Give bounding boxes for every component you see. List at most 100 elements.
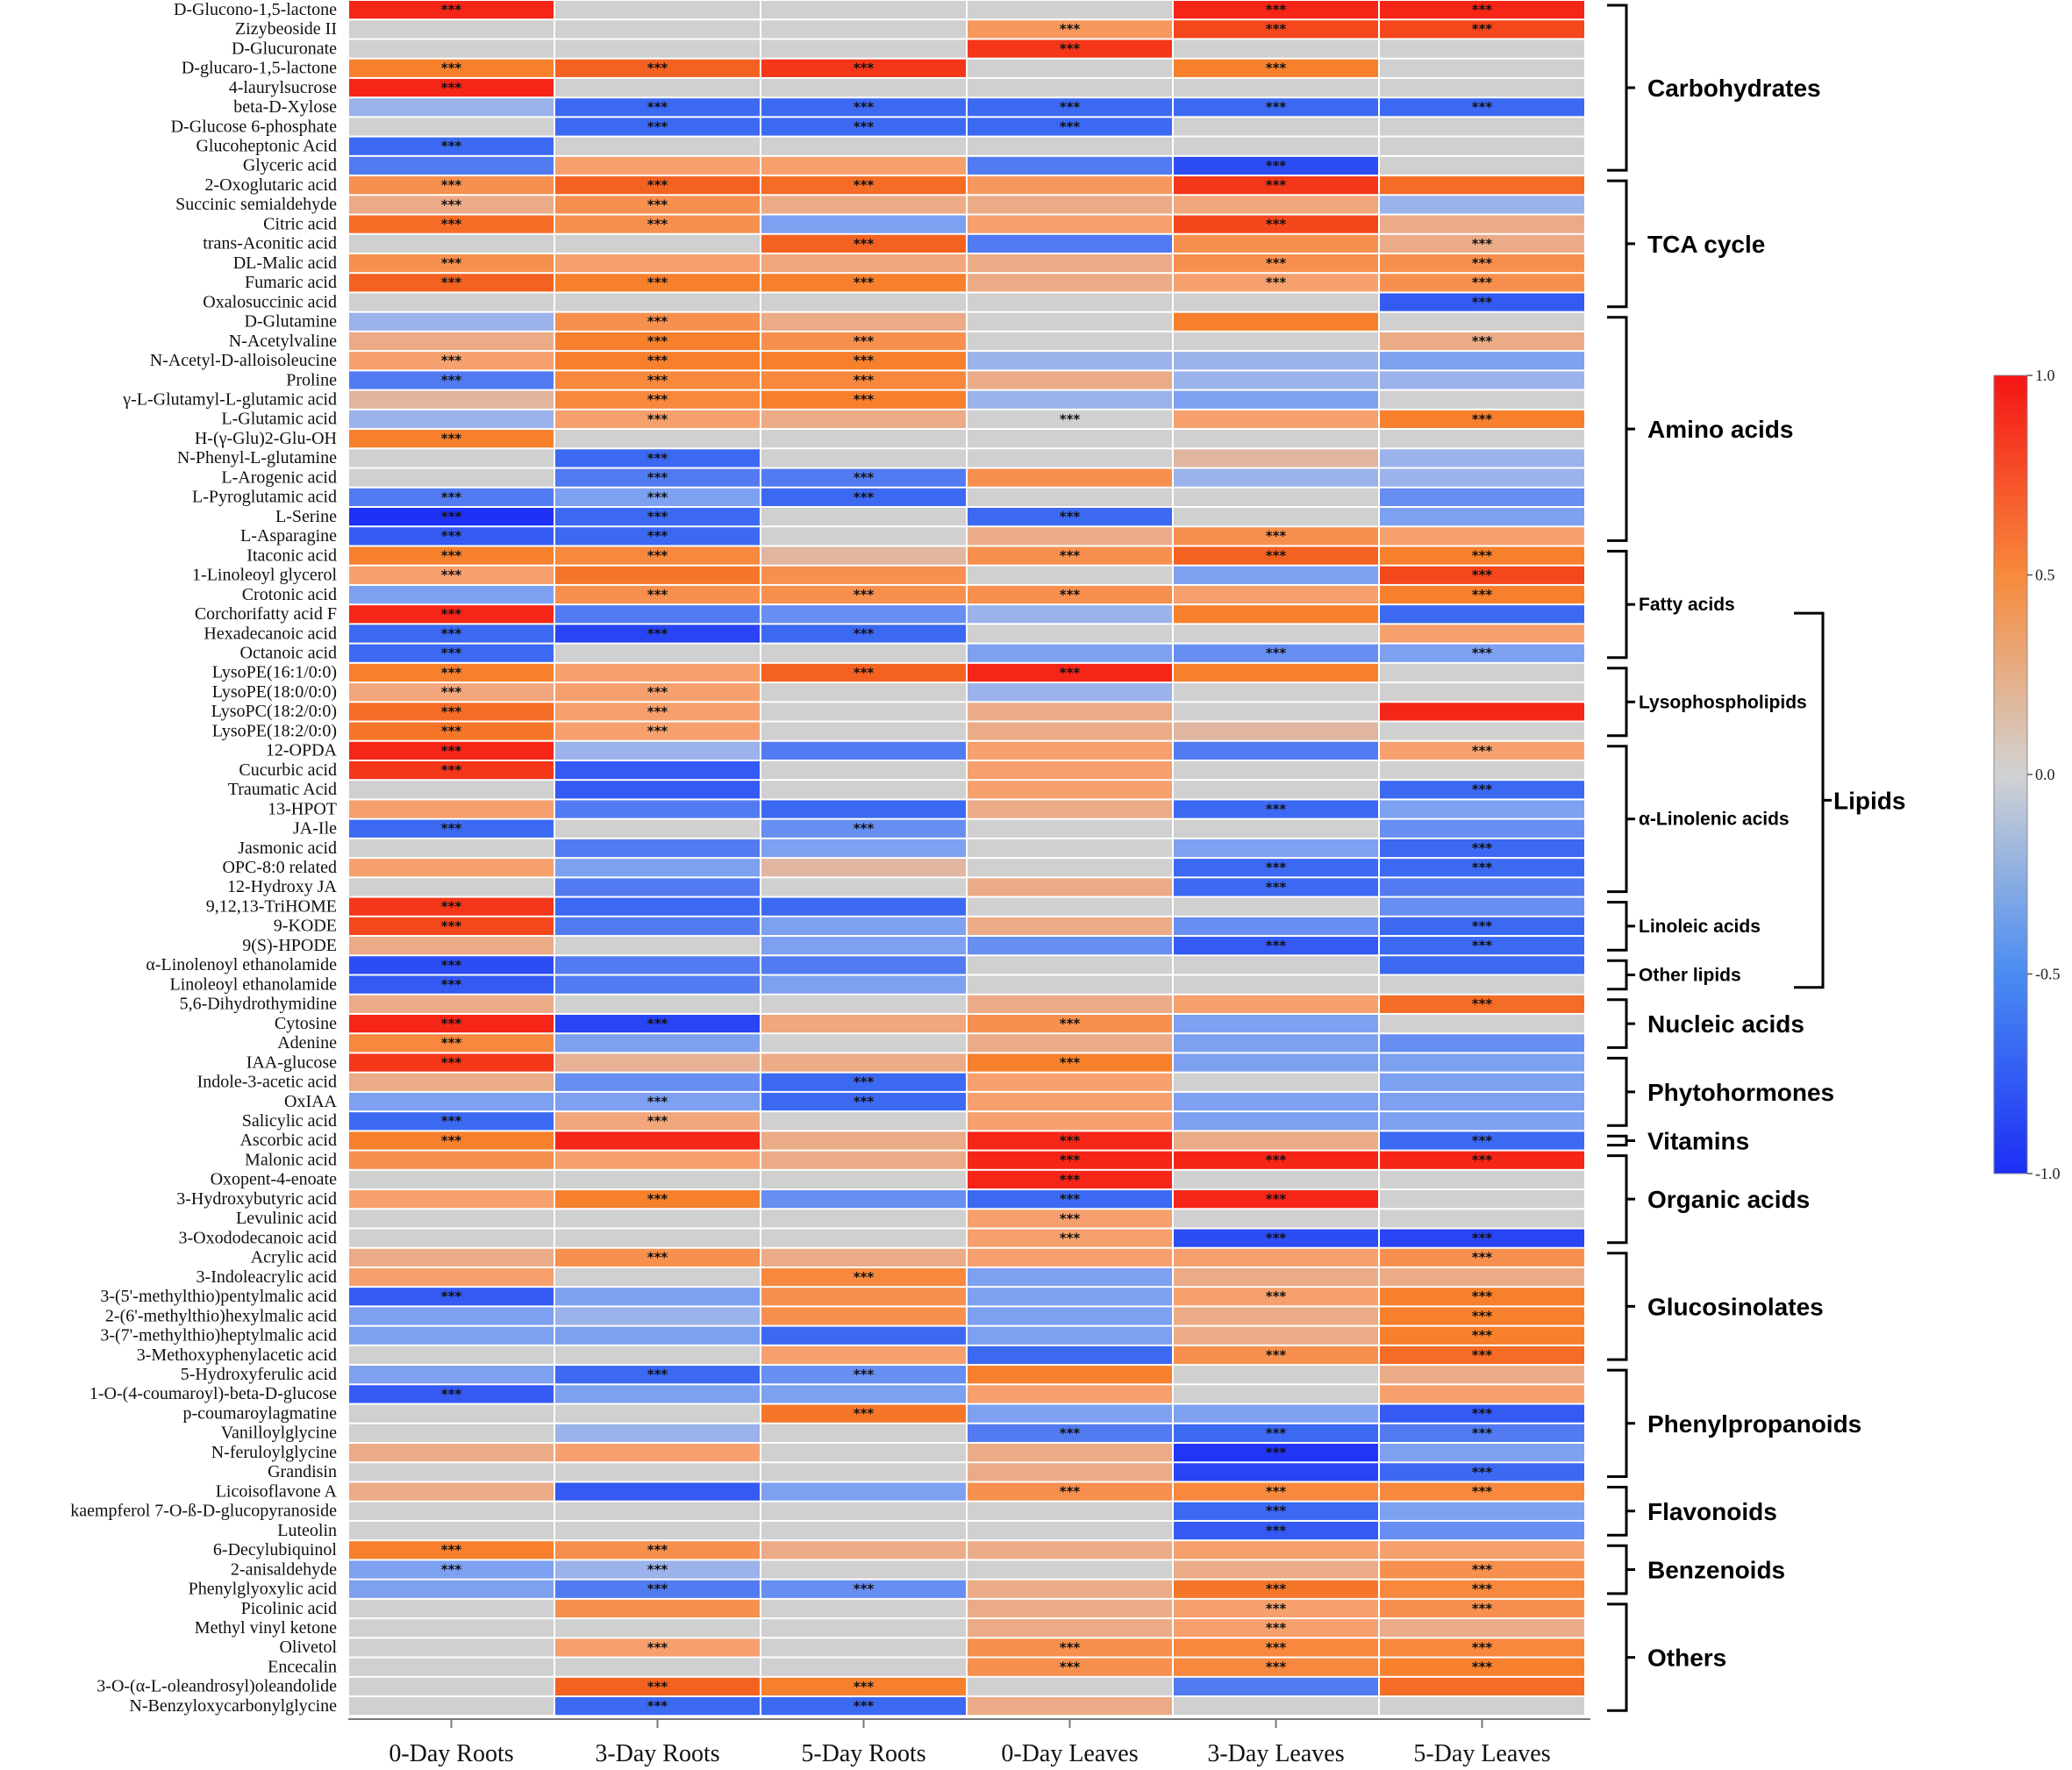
heatmap-cell (1174, 332, 1378, 351)
heatmap-cell (968, 312, 1172, 331)
heatmap-cell (968, 468, 1172, 487)
significance-mark: *** (854, 1367, 875, 1382)
heatmap-cell (555, 507, 760, 526)
heatmap-cell (349, 1034, 554, 1053)
heatmap-cell (1380, 1190, 1584, 1209)
heatmap-cell (761, 683, 966, 702)
heatmap-cell (555, 527, 760, 546)
significance-mark: *** (441, 646, 462, 661)
group-label: Flavonoids (1647, 1498, 1777, 1525)
row-label: Malonic acid (245, 1150, 337, 1169)
heatmap-cell (761, 917, 966, 936)
heatmap-cell (555, 1560, 760, 1579)
heatmap-cell (1174, 975, 1378, 994)
heatmap-cell (1174, 1385, 1378, 1403)
group-label: Nucleic acids (1647, 1010, 1804, 1038)
heatmap-cell (1174, 527, 1378, 546)
heatmap-cell (968, 196, 1172, 214)
heatmap-cell (349, 449, 554, 467)
heatmap-cell (1380, 1385, 1584, 1403)
group-label: Others (1647, 1645, 1726, 1672)
significance-mark: *** (1472, 1406, 1493, 1422)
significance-mark: *** (1266, 1347, 1287, 1363)
heatmap-cell (1174, 859, 1378, 877)
row-label: Adenine (277, 1033, 337, 1053)
row-label: kaempferol 7-O-ß-D-glucopyranoside (70, 1502, 337, 1521)
heatmap-cell (968, 78, 1172, 97)
significance-mark: *** (1060, 40, 1081, 56)
heatmap-cell (1174, 585, 1378, 604)
heatmap-cell (761, 722, 966, 740)
heatmap-cell (1174, 274, 1378, 292)
heatmap-cell (968, 1502, 1172, 1520)
significance-mark: *** (441, 762, 462, 778)
heatmap-cell (555, 59, 760, 77)
significance-mark: *** (854, 665, 875, 681)
heatmap-cell (1174, 917, 1378, 936)
heatmap-cell (968, 1599, 1172, 1618)
heatmap-cell (555, 1229, 760, 1247)
heatmap-cell (1174, 781, 1378, 799)
heatmap-cell (968, 20, 1172, 39)
heatmap-cell (968, 1580, 1172, 1598)
heatmap-cell (1174, 1326, 1378, 1345)
heatmap-cell (555, 1697, 760, 1716)
heatmap-cell (761, 1521, 966, 1540)
heatmap-cell (555, 253, 760, 273)
significance-mark: *** (1472, 1347, 1493, 1363)
heatmap-cell (1174, 1560, 1378, 1579)
heatmap-cell (761, 1366, 966, 1384)
heatmap-cell (1380, 781, 1584, 799)
heatmap-cell (968, 176, 1172, 195)
heatmap-cell (1174, 1599, 1378, 1618)
heatmap-cell (761, 741, 966, 760)
significance-mark: *** (441, 665, 462, 681)
significance-mark: *** (441, 1113, 462, 1129)
heatmap-cell (968, 253, 1172, 273)
significance-mark: *** (1472, 1153, 1493, 1168)
row-label: Traumatic Acid (228, 780, 337, 799)
heatmap-cell (761, 1267, 966, 1287)
heatmap-cell (968, 683, 1172, 702)
significance-mark: *** (1266, 2, 1287, 18)
heatmap-cell (555, 1580, 760, 1598)
significance-mark: *** (1060, 1016, 1081, 1031)
heatmap-cell (349, 585, 554, 604)
heatmap-cell (349, 1580, 554, 1598)
significance-mark: *** (854, 587, 875, 603)
heatmap-cell (349, 1151, 554, 1169)
significance-mark: *** (1472, 1328, 1493, 1344)
significance-mark: *** (1266, 547, 1287, 563)
heatmap-cell (1174, 1092, 1378, 1111)
heatmap-cell (1174, 1482, 1378, 1501)
heatmap-cell (349, 156, 554, 175)
heatmap-cell (761, 1404, 966, 1423)
heatmap-cell (968, 781, 1172, 799)
heatmap-cell (761, 605, 966, 624)
heatmap-cell (1380, 839, 1584, 858)
significance-mark: *** (441, 217, 462, 232)
heatmap-cell (555, 624, 760, 643)
significance-mark: *** (647, 625, 668, 641)
heatmap-cell (1174, 1502, 1378, 1520)
heatmap-cell (349, 1521, 554, 1540)
significance-mark: *** (1060, 1172, 1081, 1188)
heatmap-cell (555, 449, 760, 467)
group-bracket (1607, 745, 1635, 894)
group-bracket (1607, 1154, 1635, 1245)
heatmap-cell (1174, 1521, 1378, 1540)
heatmap-cell (555, 1053, 760, 1072)
significance-mark: *** (1472, 587, 1493, 603)
heatmap-cell (555, 410, 760, 429)
heatmap-cell (968, 839, 1172, 858)
significance-mark: *** (1472, 236, 1493, 252)
row-label: L-Pyroglutamic acid (192, 488, 337, 507)
row-label: H-(γ-Glu)2-Glu-OH (195, 429, 337, 448)
heatmap-cell (761, 1638, 966, 1657)
heatmap-cell (1174, 1014, 1378, 1033)
heatmap-cell (349, 371, 554, 389)
heatmap-cell (555, 20, 760, 39)
heatmap-cell (968, 566, 1172, 584)
heatmap-cell (555, 1366, 760, 1384)
significance-mark: *** (1266, 938, 1287, 953)
